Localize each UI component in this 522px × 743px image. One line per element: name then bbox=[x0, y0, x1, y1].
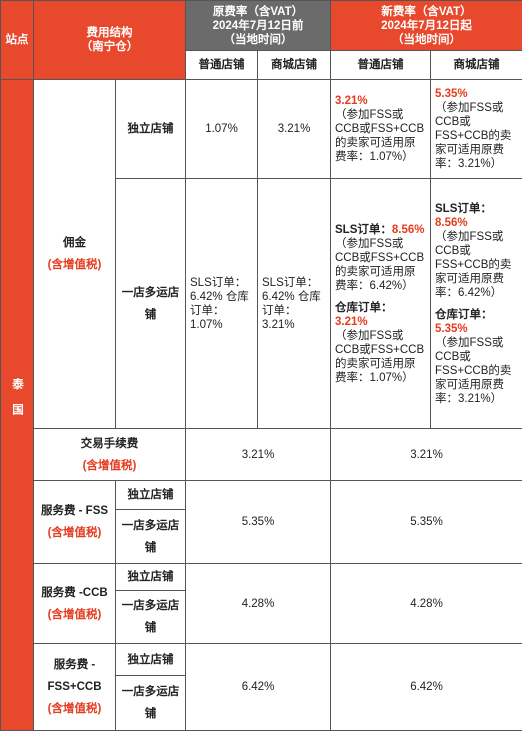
note: （参加FSS或CCB或FSS+CCB的卖家可适用原费率：6.42%） bbox=[335, 237, 425, 292]
store-label: 一店多运店铺 bbox=[115, 675, 186, 731]
vat-note: (含增值税) bbox=[47, 259, 102, 271]
note: （参加FSS或CCB或FSS+CCB的卖家可适用原费率：1.07%） bbox=[335, 109, 425, 163]
label: 服务费 -CCB bbox=[41, 586, 108, 599]
rate: 3.21% bbox=[330, 428, 522, 481]
column-header: 普通店铺 bbox=[185, 50, 258, 80]
store-label: 一店多运店铺 bbox=[115, 178, 186, 429]
note: （参加FSS或CCB或FSS+CCB的卖家可适用原费率：6.42%） bbox=[435, 230, 512, 299]
header-text: （当地时间） bbox=[392, 33, 461, 46]
rate: 6.42% bbox=[185, 643, 331, 731]
note: （参加FSS或CCB或FSS+CCB的卖家可适用原费率：3.21%） bbox=[435, 102, 512, 170]
header-text: （当地时间） bbox=[223, 33, 293, 46]
rate: SLS订单：6.42% bbox=[190, 276, 247, 303]
new-rate-cell: 5.35% （参加FSS或CCB或FSS+CCB的卖家可适用原费率：3.21%） bbox=[430, 79, 522, 179]
site-name: 泰国 bbox=[11, 377, 23, 429]
store-label: 独立店铺 bbox=[115, 563, 186, 591]
header-text: （南宁仓） bbox=[80, 41, 139, 53]
new-rate-cell: SLS订单：8.56% （参加FSS或CCB或FSS+CCB的卖家可适用原费率：6… bbox=[430, 178, 522, 429]
rate: 3.21% bbox=[335, 95, 368, 107]
store-label: 独立店铺 bbox=[115, 643, 186, 676]
label: 仓库订单： bbox=[435, 308, 493, 321]
header-text: 2024年7月12日起 bbox=[381, 19, 472, 32]
fee-structure-header: 费用结构 （南宁仓） bbox=[33, 0, 186, 80]
vat-note: (含增值税) bbox=[47, 527, 102, 539]
rate: 5.35% bbox=[185, 480, 331, 564]
rate: 3.21% bbox=[257, 79, 331, 179]
service-label: 服务费 - FSS (含增值税) bbox=[33, 480, 116, 564]
rate: 3.21% bbox=[335, 315, 368, 328]
transaction-label: 交易手续费 (含增值税) bbox=[33, 428, 186, 481]
note: （参加FSS或CCB或FSS+CCB的卖家可适用原费率：1.07%） bbox=[335, 329, 425, 384]
site-cell: 泰国 bbox=[0, 79, 34, 731]
header-text: 新费率（含VAT） bbox=[381, 5, 472, 18]
new-rate-cell: SLS订单：8.56% （参加FSS或CCB或FSS+CCB的卖家可适用原费率：6… bbox=[330, 178, 431, 429]
note: （参加FSS或CCB或FSS+CCB的卖家可适用原费率：3.21%） bbox=[435, 336, 512, 405]
rate-cell: SLS订单：6.42% 仓库订单：1.07% bbox=[185, 178, 258, 429]
old-rate-header: 原费率（含VAT） 2024年7月12日前 （当地时间） bbox=[185, 0, 331, 51]
label: SLS订单： bbox=[335, 223, 392, 236]
label: 服务费 - FSS bbox=[40, 505, 109, 517]
store-label: 独立店铺 bbox=[115, 480, 186, 510]
new-rate-cell: 3.21% （参加FSS或CCB或FSS+CCB的卖家可适用原费率：1.07%） bbox=[330, 79, 431, 179]
rate: 8.56% bbox=[391, 223, 425, 236]
label: 佣金 bbox=[63, 237, 86, 249]
rate: SLS订单：6.42% bbox=[262, 276, 319, 303]
vat-note: (含增值税) bbox=[82, 459, 137, 472]
site-header: 站点 bbox=[0, 0, 34, 80]
rate: 1.07% bbox=[185, 79, 258, 179]
rate: 5.35% bbox=[435, 88, 468, 100]
rate-cell: SLS订单：6.42% 仓库订单：3.21% bbox=[257, 178, 331, 429]
store-label: 一店多运店铺 bbox=[115, 590, 186, 644]
label: 交易手续费 bbox=[80, 437, 139, 450]
store-label: 一店多运店铺 bbox=[115, 509, 186, 564]
rate: 4.28% bbox=[330, 563, 522, 644]
rate: 6.42% bbox=[330, 643, 522, 731]
rate: 4.28% bbox=[185, 563, 331, 644]
rate: 仓库订单：3.21% bbox=[262, 290, 321, 331]
commission-label: 佣金 (含增值税) bbox=[33, 79, 116, 429]
service-label: 服务费 -CCB (含增值税) bbox=[33, 563, 116, 644]
label: 仓库订单： bbox=[335, 301, 393, 314]
service-label: 服务费 - FSS+CCB (含增值税) bbox=[33, 643, 116, 731]
rate: 8.56% bbox=[435, 216, 468, 229]
rate: 仓库订单：1.07% bbox=[190, 290, 249, 331]
rate: 3.21% bbox=[185, 428, 331, 481]
column-header: 普通店铺 bbox=[330, 50, 431, 80]
header-text: 费用结构 bbox=[86, 27, 133, 39]
column-header: 商城店铺 bbox=[257, 50, 331, 80]
rate: 5.35% bbox=[435, 322, 468, 335]
header-text: 原费率（含VAT） bbox=[212, 5, 304, 18]
rate: 5.35% bbox=[330, 480, 522, 564]
store-label: 独立店铺 bbox=[115, 79, 186, 179]
label: 服务费 - FSS+CCB bbox=[47, 659, 102, 693]
new-rate-header: 新费率（含VAT） 2024年7月12日起 （当地时间） bbox=[330, 0, 522, 51]
label: SLS订单： bbox=[435, 202, 492, 215]
column-header: 商城店铺 bbox=[430, 50, 522, 80]
vat-note: (含增值税) bbox=[47, 608, 102, 621]
vat-note: (含增值税) bbox=[47, 703, 102, 715]
header-text: 2024年7月12日前 bbox=[212, 19, 304, 32]
